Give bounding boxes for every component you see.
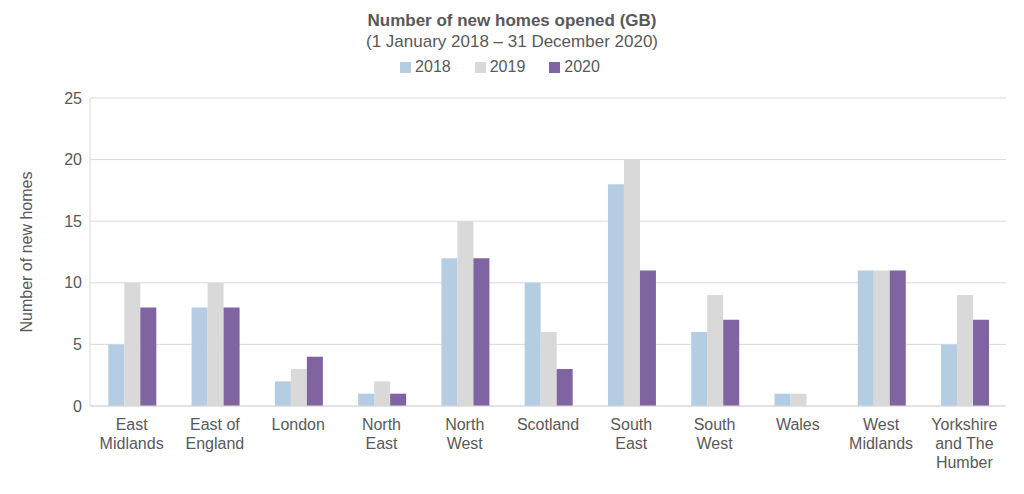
svg-text:East ofEngland: East ofEngland xyxy=(186,416,245,452)
html-text:2020: 2020 xyxy=(564,58,600,75)
svg-text:Wales: Wales xyxy=(776,416,820,433)
svg-text:0: 0 xyxy=(73,398,82,415)
svg-text:15: 15 xyxy=(64,213,82,230)
svg-text:NorthWest: NorthWest xyxy=(445,416,484,452)
html-text:2019: 2019 xyxy=(489,58,526,75)
svg-text:SouthEast: SouthEast xyxy=(610,416,652,452)
svg-text:NorthEast: NorthEast xyxy=(362,416,401,452)
svg-text:20: 20 xyxy=(64,151,82,168)
html-text:Number of new homes opened (GB: Number of new homes opened (GB) xyxy=(367,11,657,30)
svg-text:SouthWest: SouthWest xyxy=(694,416,736,452)
html-text:(1 January 2018 – 31 December: (1 January 2018 – 31 December 2020) xyxy=(366,32,658,51)
svg-text:EastMidlands: EastMidlands xyxy=(100,416,164,452)
svg-text:Number of new homes: Number of new homes xyxy=(18,172,35,333)
svg-text:London: London xyxy=(271,416,324,433)
svg-text:WestMidlands: WestMidlands xyxy=(849,416,913,452)
svg-text:25: 25 xyxy=(64,90,82,107)
svg-text:Scotland: Scotland xyxy=(517,416,579,433)
svg-text:Yorkshireand TheHumber: Yorkshireand TheHumber xyxy=(931,416,997,471)
svg-text:5: 5 xyxy=(73,336,82,353)
html-text:2018: 2018 xyxy=(415,58,451,75)
svg-text:10: 10 xyxy=(64,274,82,291)
